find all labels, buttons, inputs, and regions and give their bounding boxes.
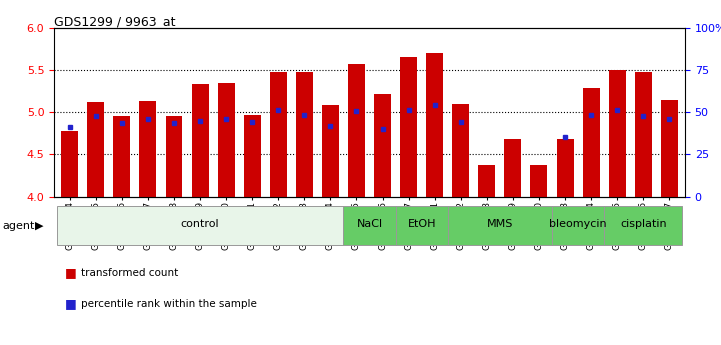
Text: ■: ■ <box>65 266 76 279</box>
Bar <box>661 100 678 197</box>
Bar <box>343 206 396 245</box>
Bar <box>192 84 208 197</box>
Text: ■: ■ <box>65 297 76 310</box>
Text: MMS: MMS <box>487 219 513 229</box>
Bar <box>634 72 652 197</box>
Bar <box>396 206 448 245</box>
Bar <box>166 116 182 197</box>
Text: agent: agent <box>2 221 35 231</box>
Bar <box>322 105 339 197</box>
Bar <box>583 88 600 197</box>
Bar <box>452 104 469 197</box>
Bar <box>426 53 443 197</box>
Bar <box>478 165 495 197</box>
Bar <box>348 64 365 197</box>
Text: transformed count: transformed count <box>81 268 178 277</box>
Bar <box>505 139 521 197</box>
Bar <box>296 72 313 197</box>
Text: cisplatin: cisplatin <box>620 219 666 229</box>
Bar <box>552 206 604 245</box>
Text: EtOH: EtOH <box>407 219 436 229</box>
Bar <box>87 102 105 197</box>
Text: GDS1299 / 9963_at: GDS1299 / 9963_at <box>54 16 176 29</box>
Bar <box>57 206 343 245</box>
Text: ▶: ▶ <box>35 221 43 231</box>
Bar <box>448 206 552 245</box>
Bar <box>557 139 573 197</box>
Bar <box>531 165 547 197</box>
Bar <box>270 72 287 197</box>
Bar <box>61 131 78 197</box>
Text: NaCl: NaCl <box>356 219 383 229</box>
Text: percentile rank within the sample: percentile rank within the sample <box>81 299 257 308</box>
Bar <box>609 70 626 197</box>
Bar <box>113 116 131 197</box>
Bar <box>139 101 156 197</box>
Text: bleomycin: bleomycin <box>549 219 607 229</box>
Bar <box>244 115 261 197</box>
Bar <box>218 83 234 197</box>
Bar <box>374 93 391 197</box>
Text: control: control <box>181 219 219 229</box>
Bar <box>400 57 417 197</box>
Bar <box>604 206 682 245</box>
